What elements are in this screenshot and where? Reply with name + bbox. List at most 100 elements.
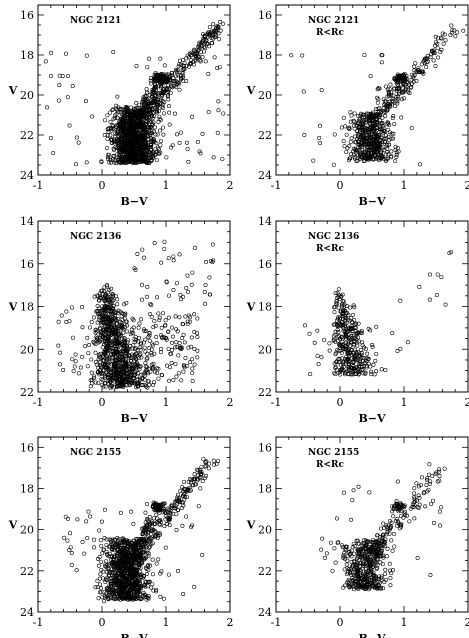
data-point (56, 319, 61, 324)
data-point (125, 551, 130, 556)
data-point (110, 307, 115, 312)
data-point (116, 565, 121, 570)
data-point (94, 334, 99, 339)
data-point (131, 126, 136, 131)
data-point (118, 595, 123, 600)
data-point (122, 583, 127, 588)
data-point (197, 149, 202, 154)
data-point (119, 572, 124, 577)
data-point (134, 382, 139, 387)
data-point (404, 76, 409, 81)
data-point (108, 538, 113, 543)
data-point (156, 311, 161, 316)
data-point (112, 338, 117, 343)
data-point (125, 354, 130, 359)
data-point (192, 47, 197, 52)
data-point (177, 315, 182, 320)
data-point (142, 126, 147, 131)
data-point (156, 150, 161, 155)
data-point (203, 301, 208, 306)
data-point (115, 94, 120, 99)
data-point (153, 106, 158, 111)
data-point (208, 33, 213, 38)
data-point (362, 118, 367, 123)
data-point (393, 158, 398, 163)
data-point (149, 351, 154, 356)
data-point (340, 311, 345, 316)
data-point (195, 348, 200, 353)
data-point (356, 113, 361, 118)
data-point (120, 355, 125, 360)
data-point (144, 328, 149, 333)
data-point (116, 157, 121, 162)
data-point (118, 550, 123, 555)
data-point (210, 242, 215, 247)
data-point (435, 46, 440, 51)
data-point (119, 383, 124, 388)
data-point (204, 260, 209, 265)
x-tick-label: -1 (33, 179, 44, 192)
data-point (155, 145, 160, 150)
data-point (339, 125, 344, 130)
data-point (150, 557, 155, 562)
data-point (333, 352, 338, 357)
data-point (362, 149, 367, 154)
data-point (333, 372, 338, 377)
data-point (453, 34, 458, 39)
data-point (107, 589, 112, 594)
data-point (96, 352, 101, 357)
data-point (221, 111, 226, 116)
data-point (141, 574, 146, 579)
data-point (215, 65, 220, 70)
data-point (147, 580, 152, 585)
data-point (108, 119, 113, 124)
data-point (211, 258, 216, 263)
data-point (125, 548, 130, 553)
data-point (134, 357, 139, 362)
data-point (150, 572, 155, 577)
data-point (180, 336, 185, 341)
data-point (133, 153, 138, 158)
data-point (127, 581, 132, 586)
data-point (157, 315, 162, 320)
data-point (198, 151, 203, 156)
data-point (163, 318, 168, 323)
data-point (370, 343, 375, 348)
data-point (190, 114, 195, 119)
data-point (311, 158, 316, 163)
data-point (136, 543, 141, 548)
data-point (160, 335, 165, 340)
data-point (160, 106, 165, 111)
data-point (379, 367, 384, 372)
data-point (400, 90, 405, 95)
data-point (335, 316, 340, 321)
data-point (343, 369, 348, 374)
data-point (327, 348, 332, 353)
data-point (364, 133, 369, 138)
data-point (145, 351, 150, 356)
data-point (113, 313, 118, 318)
data-point (346, 336, 351, 341)
data-point (105, 311, 110, 316)
data-point (101, 547, 106, 552)
data-point (145, 294, 150, 299)
data-point (142, 595, 147, 600)
data-point (126, 151, 131, 156)
data-point (411, 79, 416, 84)
data-point (164, 155, 169, 160)
data-point (300, 53, 305, 58)
y-tick-label: 14 (20, 215, 34, 228)
data-point (97, 576, 102, 581)
data-point (103, 331, 108, 336)
data-point (125, 130, 130, 135)
data-point (139, 157, 144, 162)
data-point (331, 162, 336, 167)
data-point (175, 132, 180, 137)
data-point (131, 325, 136, 330)
data-point (346, 312, 351, 317)
data-point (134, 112, 139, 117)
data-point (409, 126, 414, 131)
data-point (116, 340, 121, 345)
data-point (100, 288, 105, 293)
data-point (145, 364, 150, 369)
